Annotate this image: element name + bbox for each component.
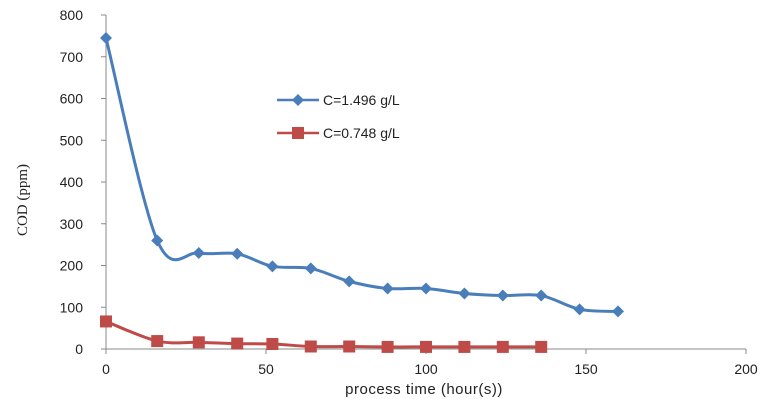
x-tick-label: 0 [102, 361, 110, 377]
data-point-diamond [151, 234, 164, 247]
data-point-diamond [381, 282, 394, 295]
data-point-square [343, 340, 356, 353]
x-tick-label: 200 [734, 361, 758, 377]
y-tick-label: 400 [60, 174, 84, 190]
legend-label-1: C=1.496 g/L [323, 92, 400, 108]
y-tick-label: 700 [60, 49, 84, 65]
data-point-diamond [420, 282, 432, 295]
data-point-square [535, 340, 548, 353]
y-tick-label: 300 [60, 216, 84, 232]
y-tick-label: 600 [60, 91, 84, 107]
plot-area [100, 31, 624, 353]
data-point-square [100, 315, 112, 328]
legend-item-2: C=0.748 g/L [277, 125, 400, 141]
data-point-diamond [496, 289, 509, 302]
data-point-square [381, 340, 394, 353]
y-tick-label: 500 [60, 132, 84, 148]
data-point-diamond [458, 287, 471, 300]
x-ticks: 0 50 100 150 200 [102, 349, 758, 377]
data-point-square [496, 340, 509, 353]
x-tick-label: 150 [574, 361, 598, 377]
x-tick-label: 100 [414, 361, 438, 377]
data-point-diamond [343, 275, 356, 288]
y-tick-label: 100 [60, 299, 84, 315]
legend-marker-diamond-icon [292, 94, 304, 106]
data-point-square [420, 340, 432, 353]
data-point-diamond [535, 289, 548, 302]
axes [105, 15, 746, 350]
data-point-square [192, 336, 205, 349]
legend-marker-square-icon [292, 127, 304, 139]
x-tick-label: 50 [258, 361, 274, 377]
series-line-2 [105, 320, 542, 349]
y-ticks: 0 100 200 300 400 500 600 700 800 [60, 7, 106, 357]
data-point-square [304, 340, 317, 353]
y-axis-label: COD (ppm) [15, 164, 31, 236]
data-point-square [266, 337, 279, 350]
y-tick-label: 800 [60, 7, 84, 23]
data-point-diamond [612, 305, 624, 318]
series-line-1 [104, 37, 619, 313]
data-point-square [151, 335, 164, 348]
legend-item-1: C=1.496 g/L [277, 92, 400, 108]
y-tick-label: 0 [75, 341, 83, 357]
data-point-diamond [192, 246, 205, 259]
legend-label-2: C=0.748 g/L [323, 125, 400, 141]
data-point-diamond [573, 303, 586, 316]
data-point-square [231, 337, 244, 350]
y-tick-label: 200 [60, 258, 84, 274]
data-point-square [458, 340, 471, 353]
data-point-diamond [100, 31, 112, 44]
x-axis-label: process time (hour(s)) [345, 381, 503, 398]
data-point-diamond [266, 260, 279, 273]
data-point-diamond [304, 262, 317, 275]
legend: C=1.496 g/L C=0.748 g/L [277, 92, 400, 141]
data-point-diamond [231, 247, 244, 260]
